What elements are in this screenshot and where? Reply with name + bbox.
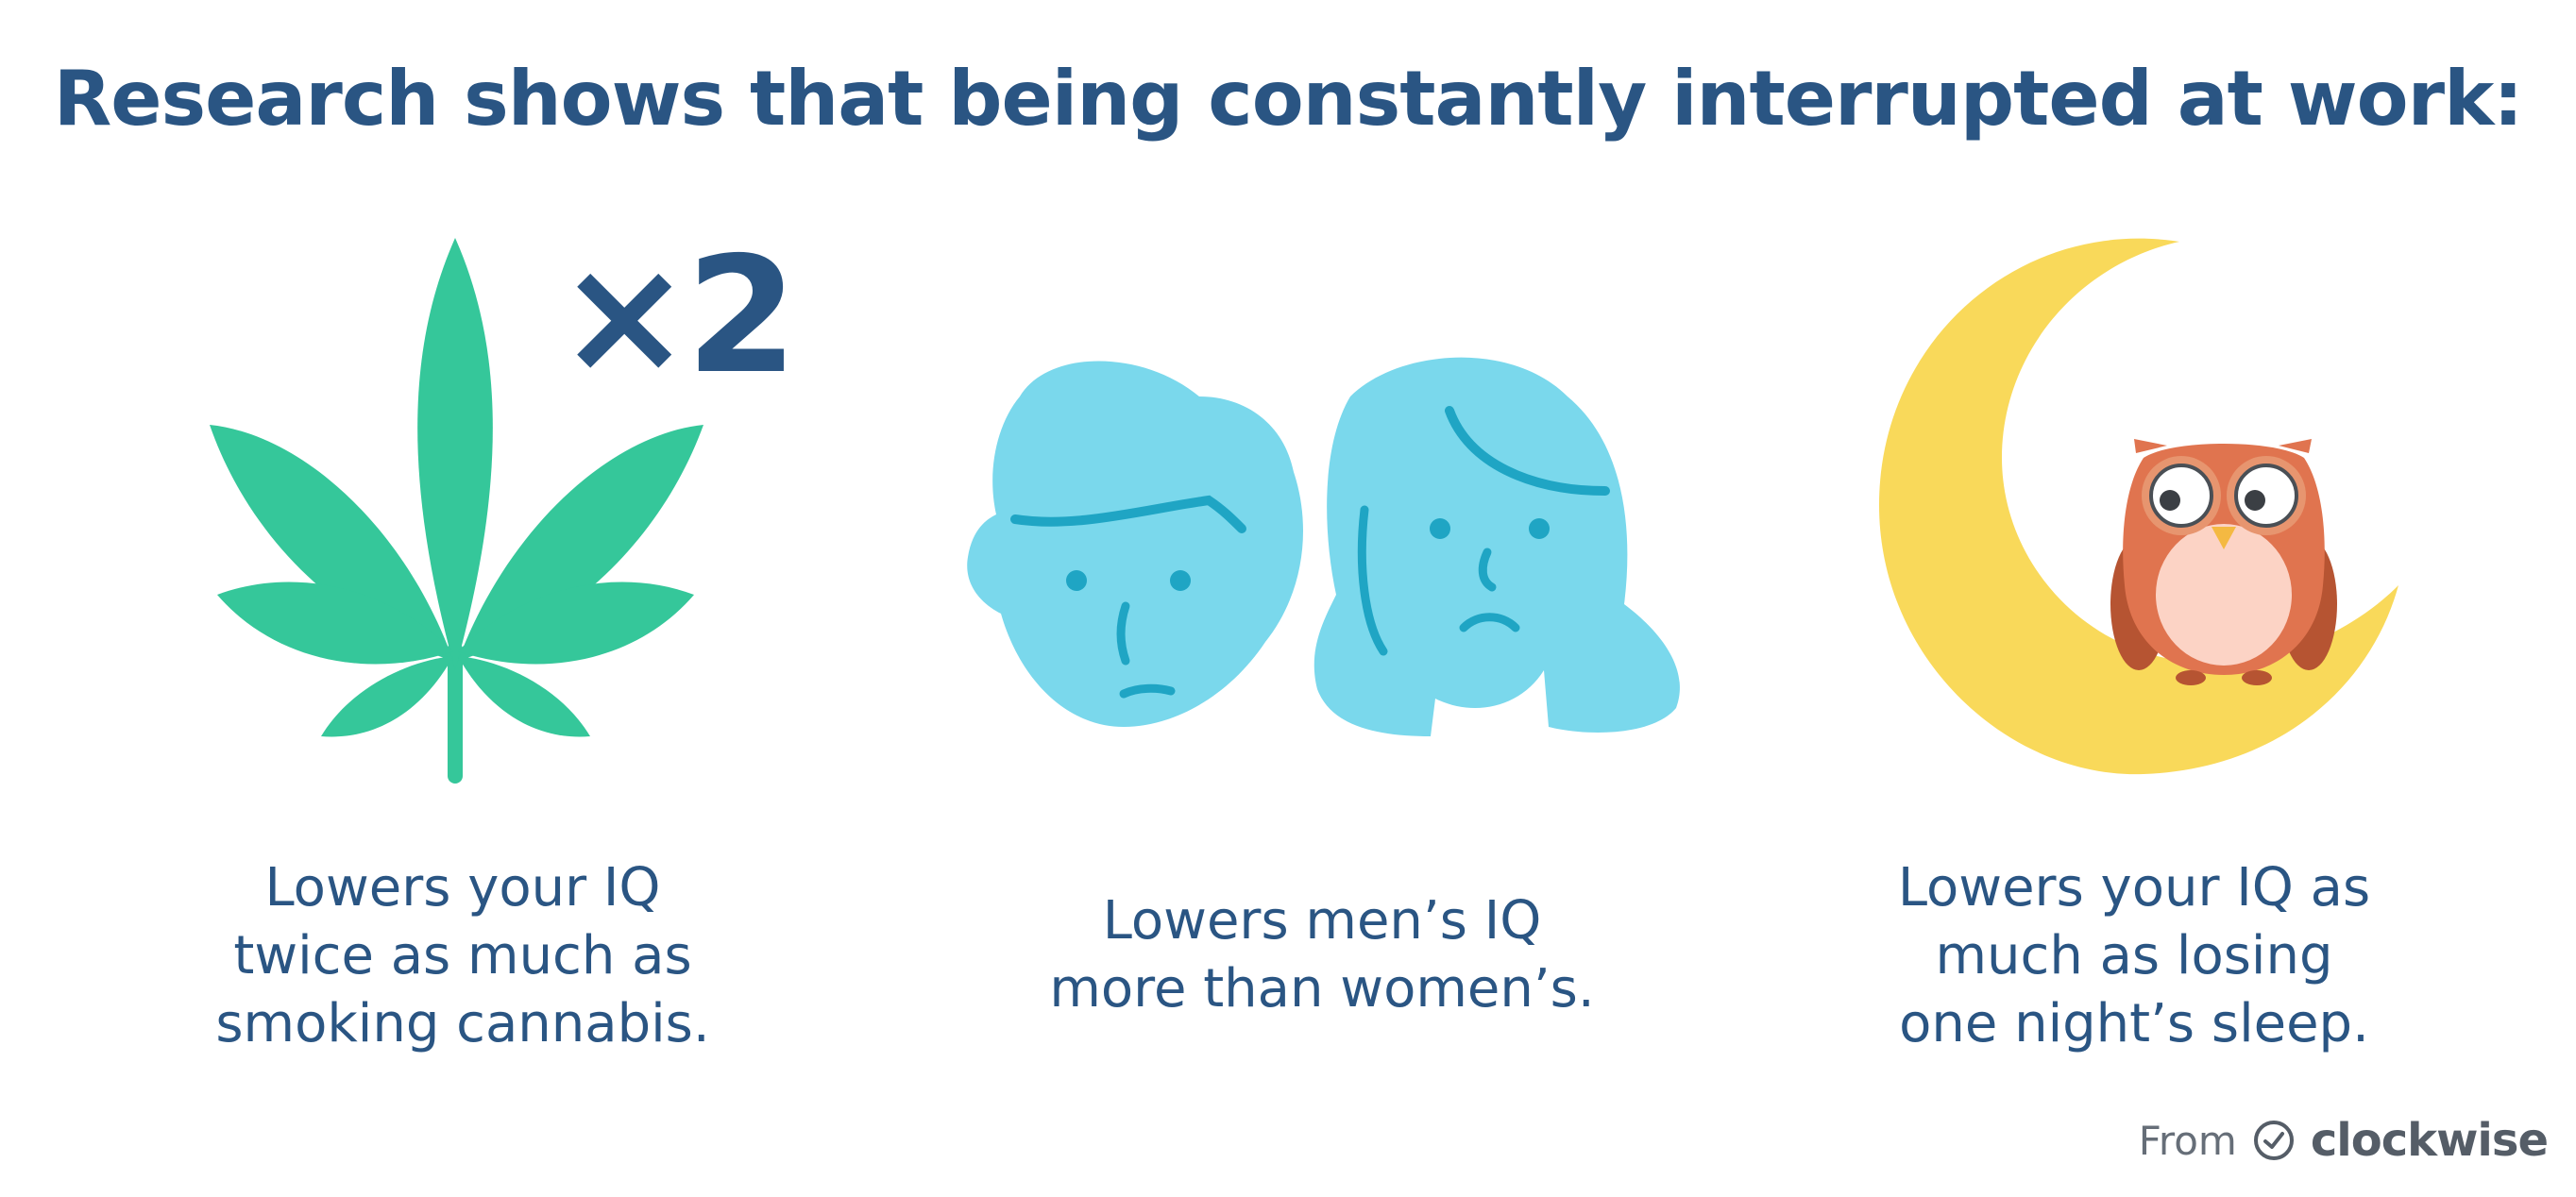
footer-attribution: From clockwise xyxy=(2138,1112,2549,1169)
cannabis-leaf-shape xyxy=(210,238,703,784)
caption-gender: Lowers men’s IQ more than women’s. xyxy=(982,887,1662,1023)
caption-line: one night’s sleep. xyxy=(1899,993,2369,1054)
caption-sleep: Lowers your IQ as much as losing one nig… xyxy=(1813,854,2455,1058)
woman-face xyxy=(1313,357,1680,736)
page-title: Research shows that being constantly int… xyxy=(53,55,2524,143)
caption-line: Lowers men’s IQ xyxy=(1102,890,1542,952)
owl xyxy=(2110,439,2337,685)
footer-from-label: From xyxy=(2138,1117,2237,1164)
times-two-badge: ×2 xyxy=(557,223,798,410)
man-and-woman-faces-icon xyxy=(967,357,1680,736)
cannabis-leaf-icon xyxy=(210,238,703,784)
brand-name: clockwise xyxy=(2310,1114,2549,1167)
caption-line: much as losing xyxy=(1935,925,2333,986)
moon-owl-icon xyxy=(1879,238,2398,775)
check-circle-icon xyxy=(2253,1121,2294,1160)
caption-cannabis: Lowers your IQ twice as much as smoking … xyxy=(142,854,784,1058)
caption-line: more than women’s. xyxy=(1049,958,1595,1020)
caption-line: Lowers your IQ as xyxy=(1897,857,2371,919)
crescent-moon xyxy=(1879,238,2398,775)
man-face xyxy=(967,361,1303,727)
caption-line: Lowers your IQ xyxy=(264,857,661,919)
caption-line: twice as much as xyxy=(233,925,692,986)
caption-line: smoking cannabis. xyxy=(215,993,710,1054)
